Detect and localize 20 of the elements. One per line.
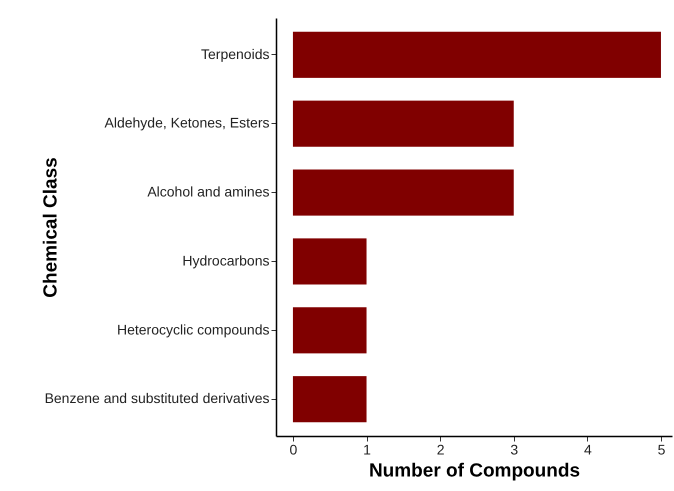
x-tick-label: 5 bbox=[658, 442, 666, 458]
y-tick-label: Terpenoids bbox=[201, 46, 270, 62]
bar bbox=[292, 376, 367, 422]
y-tick-label: Benzene and substituted derivatives bbox=[44, 390, 270, 406]
y-tick-label: Heterocyclic compounds bbox=[116, 321, 270, 338]
bar bbox=[292, 307, 367, 354]
x-tick-label: 2 bbox=[436, 442, 445, 458]
y-tick-label: Alcohol and amines bbox=[147, 184, 270, 200]
bar bbox=[292, 100, 514, 147]
x-axis-title: Number of Compounds bbox=[368, 460, 580, 482]
bar bbox=[292, 32, 661, 78]
x-tick-label: 4 bbox=[584, 442, 592, 458]
y-tick-label: Hydrocarbons bbox=[182, 252, 270, 268]
bar bbox=[292, 170, 514, 216]
y-axis-title: Chemical Class bbox=[40, 157, 62, 298]
x-tick-label: 1 bbox=[363, 442, 372, 458]
y-tick-label: Aldehyde, Ketones, Esters bbox=[104, 114, 270, 131]
x-tick-label: 0 bbox=[290, 442, 298, 458]
x-tick-label: 3 bbox=[510, 442, 518, 458]
bar bbox=[292, 238, 367, 284]
